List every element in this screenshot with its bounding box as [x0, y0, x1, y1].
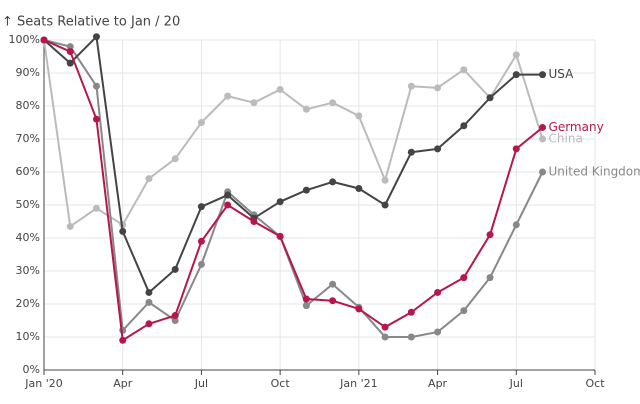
data-point [66, 59, 74, 67]
data-point [381, 333, 389, 341]
y-tick-label: 0% [23, 363, 40, 376]
data-point [355, 305, 363, 313]
data-point [539, 71, 547, 79]
data-point [276, 232, 284, 240]
x-tick-label: Jan '20 [24, 377, 62, 390]
data-point [539, 168, 547, 176]
x-tick-label: Oct [271, 377, 291, 390]
data-point [539, 123, 547, 131]
data-point [460, 274, 468, 282]
y-tick-label: 60% [16, 165, 40, 178]
y-tick-label: 80% [16, 99, 40, 112]
data-point [434, 145, 442, 153]
data-point [66, 43, 74, 51]
y-tick-label: 90% [16, 66, 40, 79]
data-point [171, 265, 179, 273]
series-line [43, 35, 543, 294]
data-point [250, 218, 258, 225]
data-point [302, 295, 310, 303]
chart-title: ↑ Seats Relative to Jan / 20 [2, 15, 180, 30]
data-point [66, 48, 74, 56]
y-tick-label: 100% [9, 33, 40, 46]
data-point [224, 201, 232, 209]
data-point [145, 175, 153, 183]
data-point [145, 320, 153, 328]
data-point [329, 280, 337, 288]
data-point [145, 298, 153, 306]
data-point [197, 260, 205, 268]
data-point [407, 148, 415, 156]
y-tick-label: 40% [16, 231, 40, 244]
data-point [250, 99, 258, 107]
y-tick-label: 20% [16, 297, 40, 310]
data-point [512, 51, 520, 59]
data-point [197, 119, 205, 126]
data-point [355, 185, 363, 192]
data-point [276, 198, 284, 206]
legend-label: China [549, 132, 583, 146]
data-point [512, 145, 520, 153]
data-point [92, 82, 100, 90]
data-point [66, 222, 74, 230]
data-point [197, 237, 205, 245]
y-tick-label: 70% [16, 132, 40, 145]
y-tick-label: 10% [16, 330, 40, 343]
legend-label: USA [549, 67, 575, 81]
data-point [381, 176, 389, 184]
series-line [43, 39, 544, 228]
series-line [43, 39, 544, 338]
data-point [434, 288, 442, 296]
series-line [43, 39, 544, 342]
data-point [276, 86, 284, 93]
data-point [171, 155, 179, 163]
data-point [197, 203, 205, 211]
data-point [381, 201, 389, 209]
data-point [512, 71, 520, 79]
data-point [329, 297, 337, 305]
data-point [302, 105, 310, 113]
data-point [40, 36, 48, 44]
x-tick-label: Jul [194, 377, 208, 390]
data-point [329, 99, 337, 107]
y-tick-label: 50% [16, 198, 40, 211]
data-point [92, 33, 100, 41]
x-tick-label: Apr [428, 377, 448, 390]
data-point [539, 135, 547, 143]
x-tick-label: Jul [509, 377, 523, 390]
data-point [434, 328, 442, 336]
data-point [302, 186, 310, 194]
data-point [407, 82, 415, 90]
legend-label: United Kingdom [549, 165, 640, 179]
data-point [145, 288, 153, 296]
x-tick-label: Jan '21 [339, 377, 377, 390]
x-tick-label: Oct [585, 377, 605, 390]
x-tick-label: Apr [113, 377, 133, 390]
data-point [407, 308, 415, 316]
data-point [119, 336, 127, 344]
data-point [224, 92, 232, 100]
data-point [92, 115, 100, 123]
data-point [486, 274, 494, 282]
data-point [224, 191, 232, 199]
data-point [171, 317, 179, 324]
data-point [92, 204, 100, 212]
data-point [407, 333, 415, 341]
y-tick-label: 30% [16, 264, 40, 277]
data-point [460, 122, 468, 130]
data-point [460, 307, 468, 315]
data-point [460, 66, 468, 74]
data-point [512, 221, 520, 229]
data-point [355, 112, 363, 120]
data-point [171, 312, 179, 320]
data-point [381, 323, 389, 331]
data-point [119, 227, 127, 235]
data-point [329, 178, 337, 186]
data-point [486, 94, 494, 102]
data-point [486, 231, 494, 239]
data-point [434, 84, 442, 92]
data-point [302, 302, 310, 310]
legend-label: Germany [549, 120, 604, 134]
